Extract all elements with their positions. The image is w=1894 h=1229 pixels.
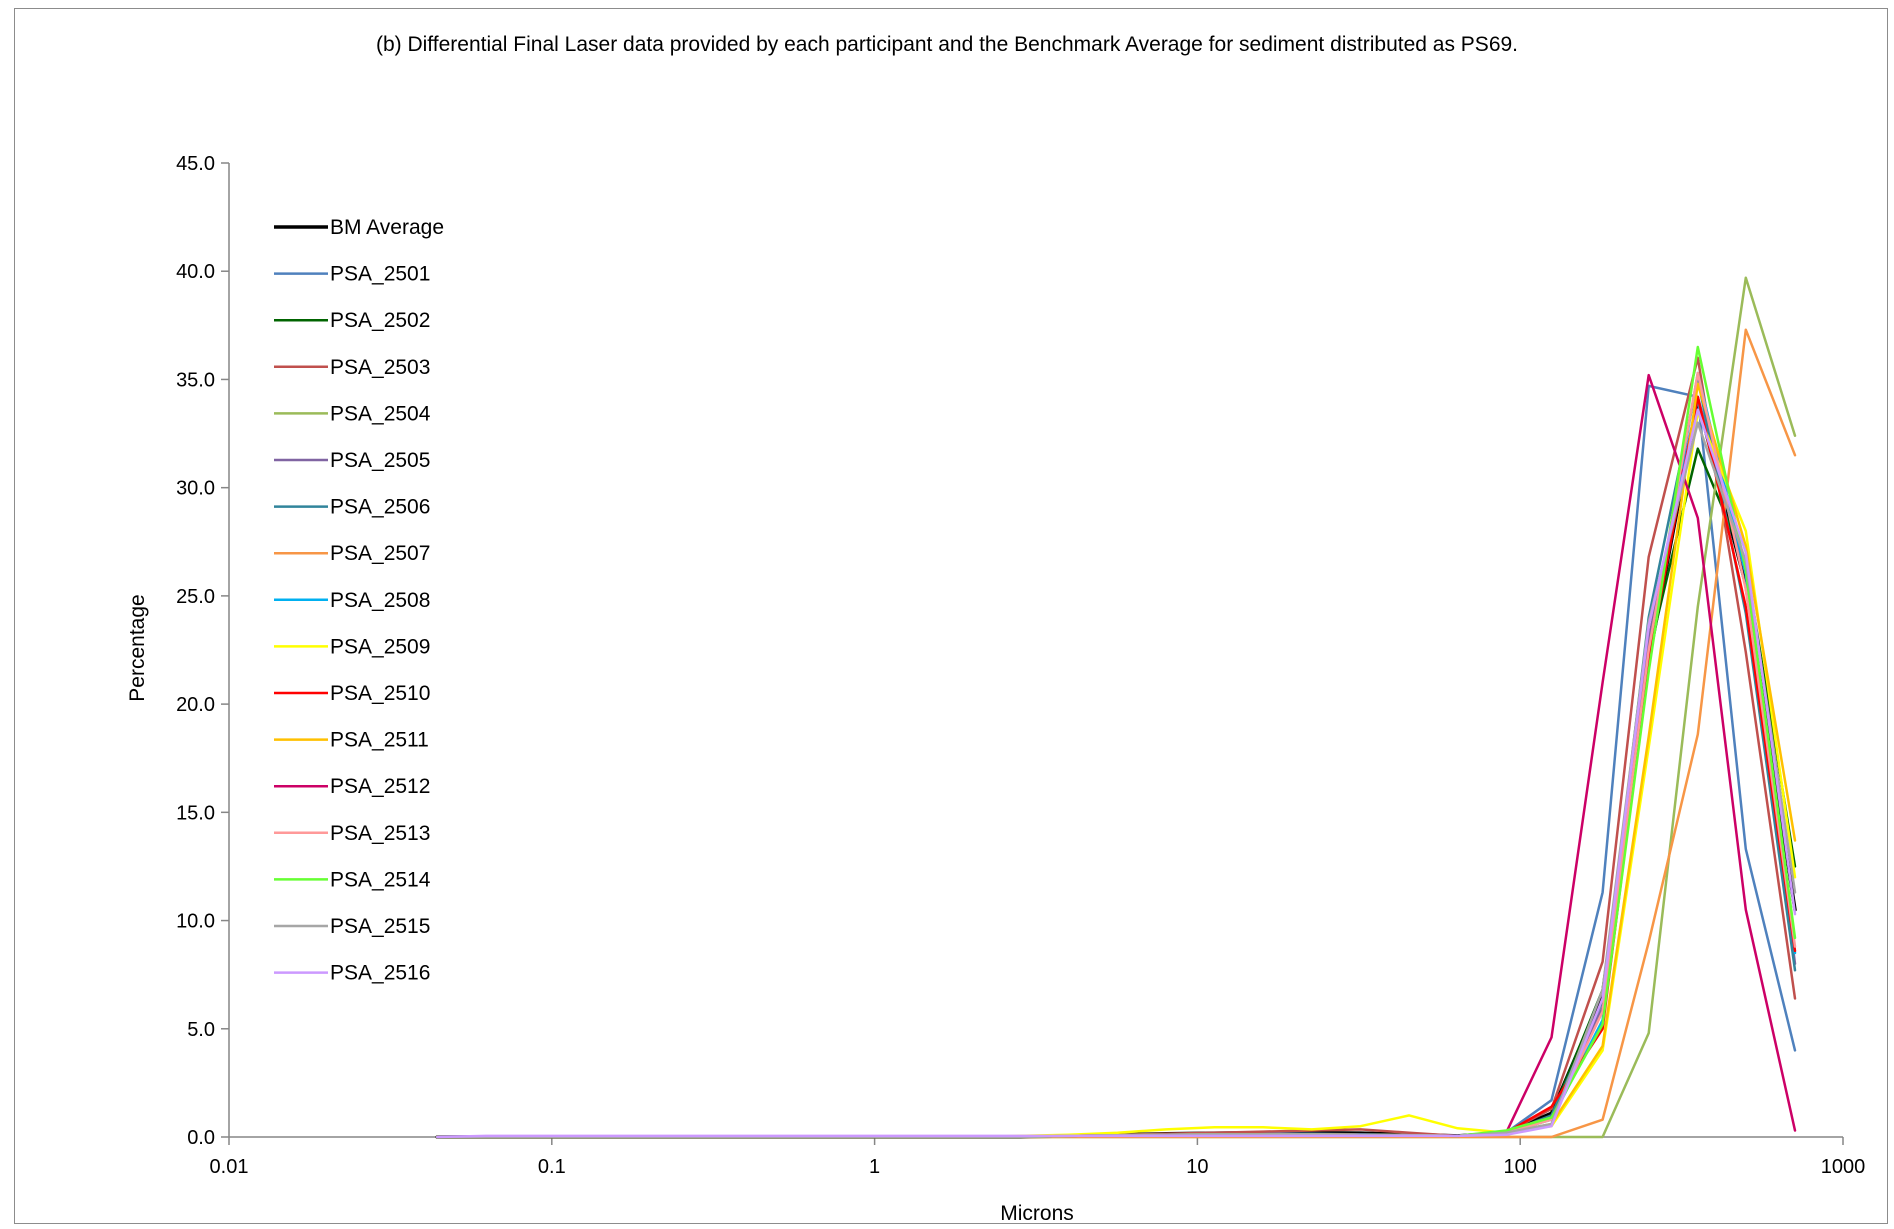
legend-label: PSA_2512 xyxy=(330,775,430,798)
x-tick-label: 100 xyxy=(1504,1156,1537,1178)
y-axis-label: Percentage xyxy=(126,594,149,701)
legend-item: PSA_2508 xyxy=(274,589,430,612)
y-tick-label: 5.0 xyxy=(187,1019,215,1041)
legend-item: PSA_2505 xyxy=(274,449,430,472)
legend-item: PSA_2503 xyxy=(274,356,430,379)
legend-item: PSA_2512 xyxy=(274,775,430,798)
x-tick-label: 10 xyxy=(1186,1156,1208,1178)
legend-item: PSA_2509 xyxy=(274,635,430,658)
x-tick-label: 1 xyxy=(869,1156,880,1178)
legend-label: PSA_2515 xyxy=(330,915,430,938)
y-tick-label: 10.0 xyxy=(176,911,215,933)
x-axis-label: Microns xyxy=(1000,1202,1074,1225)
legend-label: PSA_2511 xyxy=(330,729,429,752)
y-tick-label: 0.0 xyxy=(187,1127,215,1149)
y-tick-label: 20.0 xyxy=(176,694,215,716)
legend-label: PSA_2503 xyxy=(330,356,430,379)
series-line-psa-2504 xyxy=(436,276,1797,1139)
legend-label: BM Average xyxy=(330,216,444,239)
axes: 0.0 5.0 10.0 15.0 20.0 25.0 30.0 35.0 40.0 45.0 0.… xyxy=(176,153,1865,1178)
legend-item: PSA_2513 xyxy=(274,822,430,845)
legend-item: BM Average xyxy=(274,216,444,239)
legend-label: PSA_2508 xyxy=(330,589,430,612)
legend-label: PSA_2501 xyxy=(330,263,430,286)
y-tick-label: 40.0 xyxy=(176,261,215,283)
legend-label: PSA_2510 xyxy=(330,682,430,705)
legend-item: PSA_2502 xyxy=(274,309,430,332)
legend-label: PSA_2504 xyxy=(330,402,431,425)
y-tick-label: 45.0 xyxy=(176,153,215,175)
y-tick-label: 30.0 xyxy=(176,478,215,500)
legend: BM Average PSA_2501 PSA_2502 PSA_2503 PSA_25… xyxy=(274,216,444,985)
legend-label: PSA_2502 xyxy=(330,309,430,332)
legend-item: PSA_2501 xyxy=(274,263,430,286)
legend-item: PSA_2516 xyxy=(274,962,430,985)
chart-title: (b) Differential Final Laser data provid… xyxy=(375,33,1519,56)
legend-item: PSA_2504 xyxy=(274,402,431,425)
legend-label: PSA_2516 xyxy=(330,962,430,985)
series-layer xyxy=(435,276,1797,1139)
legend-label: PSA_2505 xyxy=(330,449,430,472)
legend-item: PSA_2510 xyxy=(274,682,430,705)
series-line-psa-2516 xyxy=(436,408,1797,1139)
legend-item: PSA_2514 xyxy=(274,868,431,891)
y-tick-label: 15.0 xyxy=(176,802,215,824)
chart-frame xyxy=(14,8,1888,1224)
x-tick-label: 1000 xyxy=(1821,1156,1866,1178)
x-tick-label: 0.1 xyxy=(538,1156,566,1178)
legend-item: PSA_2507 xyxy=(274,542,430,565)
y-tick-label: 35.0 xyxy=(176,369,215,391)
y-tick-label: 25.0 xyxy=(176,586,215,608)
legend-label: PSA_2507 xyxy=(330,542,430,565)
legend-label: PSA_2514 xyxy=(330,868,431,891)
legend-item: PSA_2506 xyxy=(274,496,430,519)
legend-label: PSA_2509 xyxy=(330,635,430,658)
legend-item: PSA_2511 xyxy=(274,729,429,752)
legend-label: PSA_2513 xyxy=(330,822,430,845)
legend-label: PSA_2506 xyxy=(330,496,430,519)
legend-item: PSA_2515 xyxy=(274,915,430,938)
x-tick-label: 0.01 xyxy=(210,1156,249,1178)
